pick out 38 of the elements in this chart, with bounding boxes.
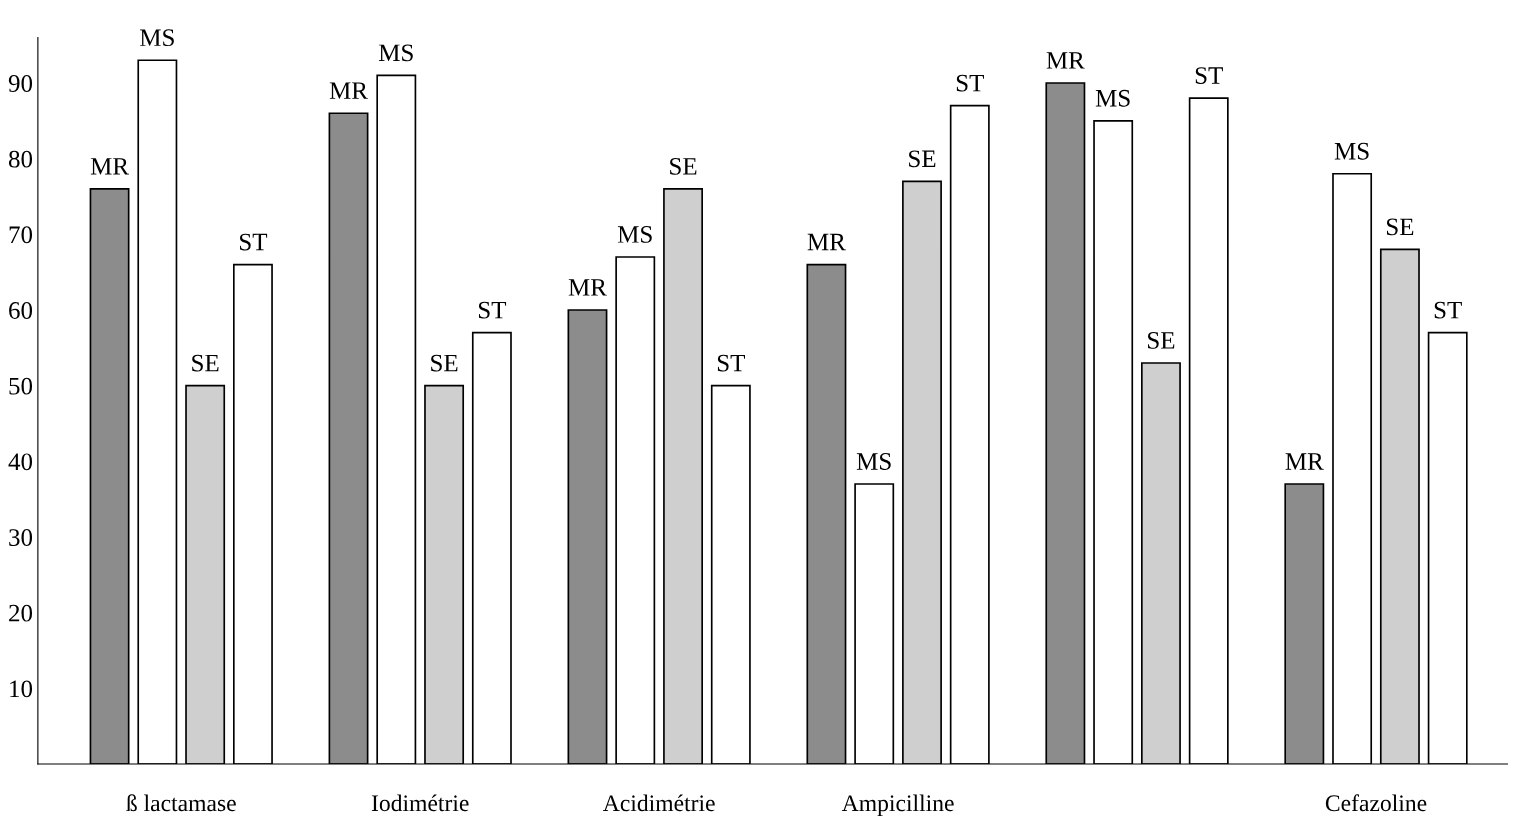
text: ST [956,74,984,92]
text: MS [140,29,174,47]
y-tick-label: 60 [9,302,33,319]
text: MS [856,453,891,470]
y-tick-label: 80 [8,150,33,168]
x-tick-label: ß lactamase [126,794,236,812]
text: MR [329,82,368,99]
y-tick-label: 70 [9,226,33,244]
text: ST [717,354,746,372]
y-tick-label: 50 [9,377,33,395]
text: MR [1285,453,1324,470]
text: ST [1195,67,1223,84]
y-tick-label: 20 [9,604,33,622]
y-tick-label: 10 [10,680,33,698]
y-tick-label: 30 [9,529,33,546]
text: MR [1046,52,1085,69]
x-tick-label: Iodimétrie [371,794,469,812]
series-label: MS [1095,89,1130,107]
text: MS [378,44,413,62]
text: MS [1334,142,1369,160]
series-label: ST [240,233,268,251]
text: MR [90,158,129,175]
text: ST [478,301,507,319]
text: MR [568,279,607,296]
text: ST [1434,301,1462,319]
y-tick-label: 40 [8,453,33,471]
x-tick-label: Acidimétrie [603,794,715,812]
text: SE [192,354,219,372]
text: SE [670,157,697,175]
text: MS [617,226,652,243]
text: SE [431,354,458,372]
x-tick-label: Ampicilline [841,794,954,816]
series-label: MR [807,233,846,251]
y-tick-label: 90 [8,75,33,92]
series-label: SE [1148,332,1175,349]
text: SE [909,150,936,168]
text: SE [1386,218,1414,236]
x-tick-label: Cefazoline [1325,794,1427,812]
